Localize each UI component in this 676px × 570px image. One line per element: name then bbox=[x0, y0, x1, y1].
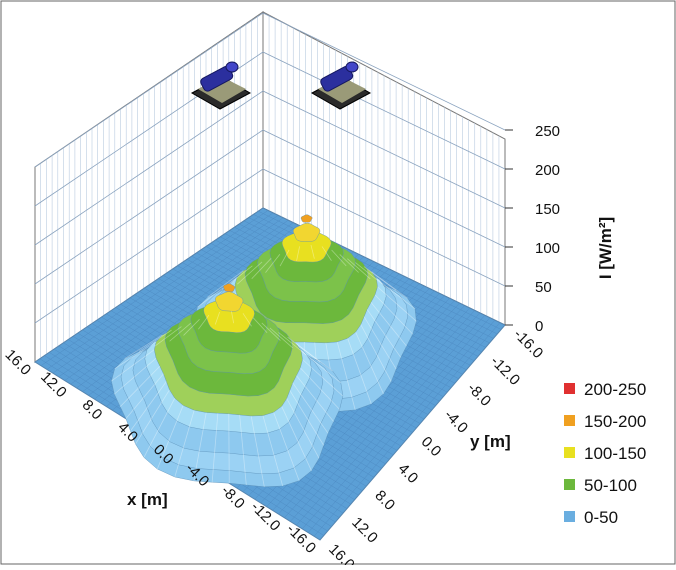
z-tick-label: 50 bbox=[535, 279, 552, 296]
x-axis-label: x [m] bbox=[127, 490, 168, 509]
legend-swatch bbox=[564, 383, 575, 394]
legend-swatch bbox=[564, 415, 575, 426]
legend-swatch bbox=[564, 479, 575, 490]
legend-label: 150-200 bbox=[584, 412, 646, 431]
legend-label: 0-50 bbox=[584, 508, 618, 527]
legend-swatch bbox=[564, 511, 575, 522]
legend-label: 200-250 bbox=[584, 380, 646, 399]
y-axis-label: y [m] bbox=[470, 432, 511, 451]
z-tick-label: 250 bbox=[535, 123, 560, 140]
legend-label: 100-150 bbox=[584, 444, 646, 463]
z-tick-label: 100 bbox=[535, 240, 560, 257]
legend-label: 50-100 bbox=[584, 476, 637, 495]
z-tick-label: 0 bbox=[535, 318, 543, 335]
legend-swatch bbox=[564, 447, 575, 458]
z-axis-label: I [W/m²] bbox=[596, 217, 615, 279]
z-tick-label: 200 bbox=[535, 162, 560, 179]
z-tick-label: 150 bbox=[535, 201, 560, 218]
